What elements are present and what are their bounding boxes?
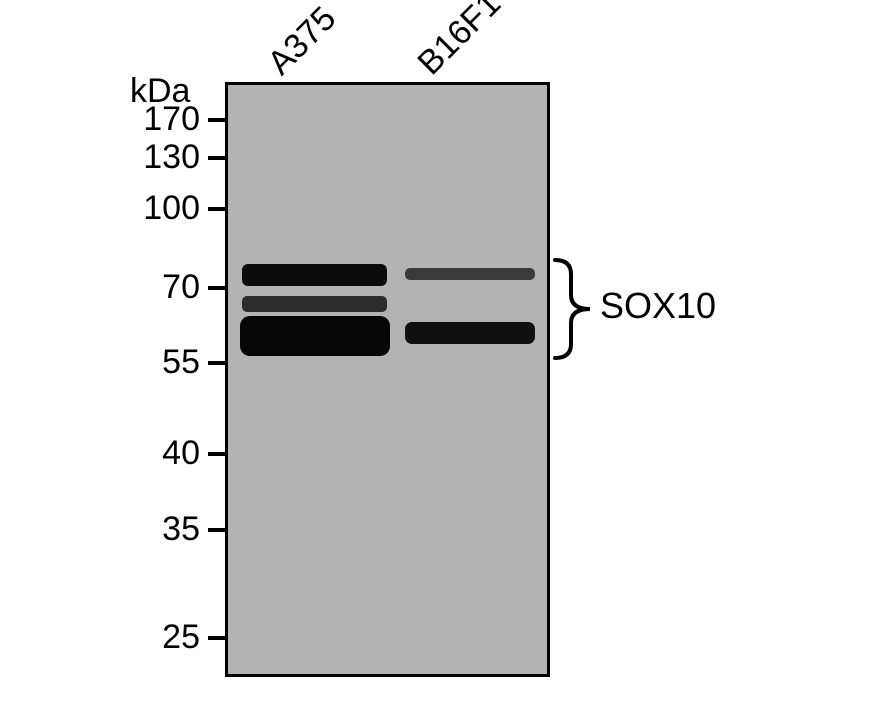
- target-brace: [0, 0, 888, 711]
- target-protein-label: SOX10: [600, 285, 716, 327]
- western-blot-figure: 1701301007055403525 kDa A375B16F1 SOX10: [0, 0, 888, 711]
